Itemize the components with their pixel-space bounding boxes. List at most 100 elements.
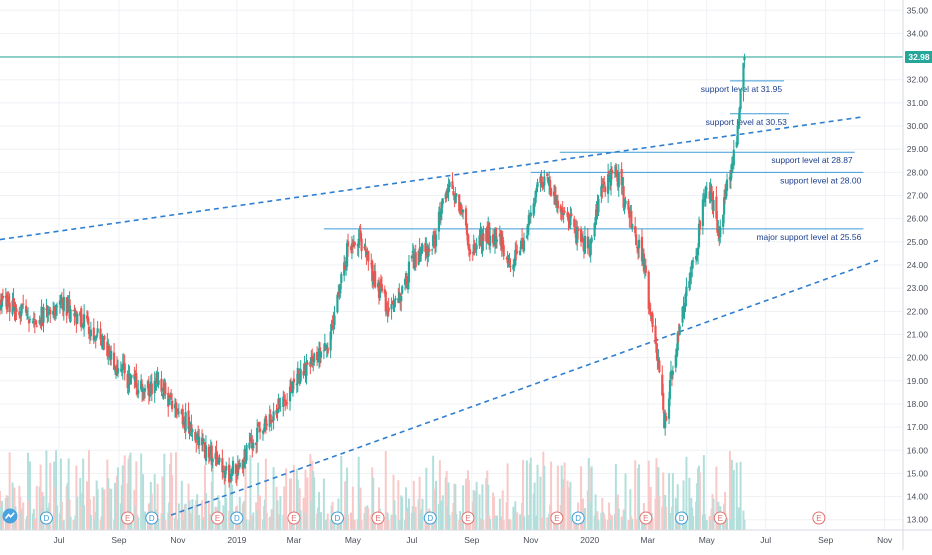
candle-body	[184, 412, 187, 432]
candle-body	[11, 300, 14, 315]
price-tick-label[interactable]: 15.00	[907, 468, 929, 478]
earnings-marker[interactable]	[121, 511, 135, 525]
time-tick-label[interactable]: Sep	[818, 535, 833, 545]
earnings-marker[interactable]	[461, 511, 475, 525]
time-tick-label[interactable]: Mar	[640, 535, 655, 545]
price-axis[interactable]: 13.00 14.00 15.00 16.00 17.00 18.00 19.00 20.00…	[902, 0, 929, 550]
time-tick-label[interactable]: Nov	[170, 535, 186, 545]
price-tick-label[interactable]: 16.00	[907, 445, 929, 455]
earnings-marker[interactable]	[371, 511, 385, 525]
volume-bar	[103, 489, 106, 530]
candle-body	[738, 107, 741, 121]
dividend-marker[interactable]	[145, 511, 159, 525]
candle-body	[401, 286, 404, 294]
earnings-marker[interactable]	[713, 511, 727, 525]
price-tick-label[interactable]: 21.00	[907, 329, 929, 339]
price-tick-label[interactable]: 19.00	[907, 376, 929, 386]
candle-body	[516, 251, 519, 253]
candle-body	[72, 310, 75, 312]
volume-bar	[45, 450, 48, 530]
time-tick-label[interactable]: Jul	[760, 535, 771, 545]
candle-body	[156, 373, 159, 384]
volume-bar	[447, 482, 450, 530]
time-tick-label[interactable]: May	[699, 535, 716, 545]
volume-bar	[730, 459, 733, 530]
price-tick-label[interactable]: 22.00	[907, 306, 929, 316]
dividend-marker[interactable]	[330, 511, 344, 525]
volume-bar	[231, 484, 234, 530]
candle-body	[509, 265, 512, 267]
price-tick-label[interactable]: 18.00	[907, 399, 929, 409]
candle-body	[306, 362, 309, 365]
price-tick-label[interactable]: 24.00	[907, 260, 929, 270]
price-tick-label[interactable]: 17.00	[907, 422, 929, 432]
time-tick-label[interactable]: Sep	[464, 535, 479, 545]
volume-bar	[481, 484, 484, 530]
candle-body	[311, 355, 314, 362]
price-tick-label[interactable]: 29.00	[907, 144, 929, 154]
price-tick-label[interactable]: 32.00	[907, 75, 929, 85]
earnings-marker[interactable]	[550, 511, 564, 525]
candle-body	[651, 313, 654, 327]
candle-body	[506, 255, 509, 264]
candle-body	[586, 236, 589, 249]
candle-body	[333, 315, 336, 326]
candle-body	[101, 343, 104, 350]
earnings-marker[interactable]	[812, 511, 826, 525]
price-tick-label[interactable]: 25.00	[907, 237, 929, 247]
time-tick-label[interactable]: 2020	[580, 535, 599, 545]
time-tick-label[interactable]: May	[345, 535, 362, 545]
dividend-marker[interactable]	[675, 511, 689, 525]
price-tick-label[interactable]: 23.00	[907, 283, 929, 293]
candle-body	[231, 460, 235, 474]
time-tick-label[interactable]: Nov	[877, 535, 893, 545]
candle-body	[207, 446, 210, 458]
time-axis[interactable]: Jul Sep Nov 2019 Mar May Jul Sep Nov 2020 Mar May Ju…	[0, 529, 932, 545]
candle-body	[248, 442, 251, 449]
time-tick-label[interactable]: Jul	[406, 535, 417, 545]
volume-bar	[425, 467, 428, 530]
volume-bar	[1, 514, 4, 530]
candle-body	[74, 310, 77, 316]
price-tick-label[interactable]: 30.00	[907, 121, 929, 131]
earnings-marker[interactable]	[211, 511, 225, 525]
dividend-marker[interactable]	[230, 511, 244, 525]
price-tick-label[interactable]: 28.00	[907, 167, 929, 177]
price-tick-label[interactable]: 13.00	[907, 515, 929, 525]
time-tick-label[interactable]: Nov	[523, 535, 539, 545]
volume-bar	[475, 481, 478, 530]
price-tick-label[interactable]: 35.00	[907, 5, 929, 15]
time-tick-label[interactable]: 2019	[227, 535, 246, 545]
candlesticks	[0, 53, 746, 488]
candle-body	[649, 311, 652, 316]
candle-body	[546, 173, 549, 177]
volume-bar	[405, 487, 408, 530]
candle-body	[635, 234, 638, 246]
dividend-marker[interactable]	[39, 511, 53, 525]
earnings-marker[interactable]	[287, 511, 301, 525]
volume-bar	[509, 520, 512, 530]
price-tick-label[interactable]: 27.00	[907, 191, 929, 201]
support-level-label: support level at 31.95	[701, 84, 783, 94]
candle-body	[482, 233, 485, 242]
earnings-marker[interactable]	[639, 511, 653, 525]
time-tick-label[interactable]: Jul	[54, 535, 65, 545]
candle-body	[451, 181, 454, 189]
price-tick-label[interactable]: 26.00	[907, 214, 929, 224]
dividend-marker[interactable]	[571, 511, 585, 525]
price-tick-label[interactable]: 31.00	[907, 98, 929, 108]
candle-body	[319, 351, 323, 358]
time-tick-label[interactable]: Sep	[111, 535, 126, 545]
time-tick-label[interactable]: Mar	[287, 535, 302, 545]
brand-logo[interactable]	[2, 508, 18, 524]
dividend-marker[interactable]	[423, 511, 437, 525]
volume-bar	[59, 458, 62, 530]
price-tick-label[interactable]: 20.00	[907, 353, 929, 363]
price-tick-label[interactable]: 14.00	[907, 492, 929, 502]
candle-body	[295, 383, 298, 386]
price-tick-label[interactable]: 34.00	[907, 28, 929, 38]
candle-body	[689, 273, 692, 283]
